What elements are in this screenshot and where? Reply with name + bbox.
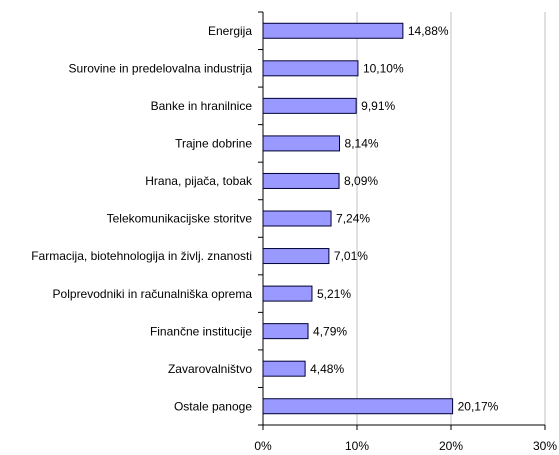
x-tick-label: 30% <box>533 439 557 453</box>
data-label: 14,88% <box>408 24 449 38</box>
bar <box>262 248 330 265</box>
bar <box>262 135 341 152</box>
data-label: 8,14% <box>345 137 379 151</box>
y-tick-label: Hrana, pijača, tobak <box>145 174 253 188</box>
bar <box>262 97 357 114</box>
data-label: 7,24% <box>336 212 370 226</box>
y-tick-label: Farmacija, biotehnologija in življ. znan… <box>31 249 252 263</box>
data-label: 8,09% <box>344 174 378 188</box>
bar <box>262 210 332 227</box>
bar <box>262 60 359 77</box>
x-tick-label: 0% <box>254 439 272 453</box>
y-tick-label: Surovine in predelovalna industrija <box>69 61 253 75</box>
y-tick-label: Polprevodniki in računalniška oprema <box>53 287 253 301</box>
bar <box>262 323 309 340</box>
x-tick-label: 10% <box>345 439 369 453</box>
y-tick-label: Telekomunikacijske storitve <box>107 212 253 226</box>
bar <box>262 398 454 415</box>
y-tick-label: Finančne institucije <box>150 324 252 338</box>
data-label: 9,91% <box>361 99 395 113</box>
data-label: 4,48% <box>310 362 344 376</box>
y-tick-label: Ostale panoge <box>174 399 252 413</box>
bar <box>262 22 404 39</box>
bar <box>262 285 313 302</box>
y-tick-label: Zavarovalništvo <box>168 362 252 376</box>
data-label: 4,79% <box>313 324 347 338</box>
data-label: 20,17% <box>458 399 499 413</box>
bar <box>262 172 340 189</box>
data-label: 10,10% <box>363 61 404 75</box>
x-tick-label: 20% <box>439 439 463 453</box>
bar <box>262 360 306 377</box>
data-label: 7,01% <box>334 249 368 263</box>
y-tick-label: Banke in hranilnice <box>151 99 253 113</box>
data-label: 5,21% <box>317 287 351 301</box>
y-tick-label: Energija <box>208 24 252 38</box>
y-tick-label: Trajne dobrine <box>175 137 252 151</box>
